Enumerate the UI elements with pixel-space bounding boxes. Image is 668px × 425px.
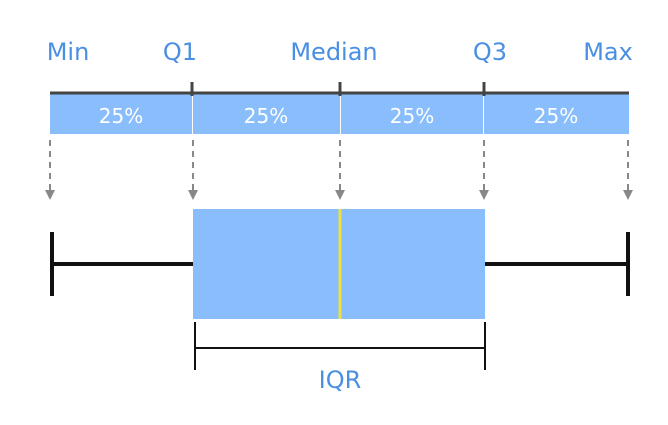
iqr-label: IQR [318, 366, 362, 394]
label-max: Max [583, 38, 633, 66]
segment-2 [193, 94, 340, 134]
segment-4 [484, 94, 629, 134]
label-min: Min [46, 38, 90, 66]
label-q1: Q1 [162, 38, 198, 66]
segment-4-label: 25% [533, 104, 579, 128]
label-q3: Q3 [472, 38, 508, 66]
label-median: Median [290, 38, 378, 66]
segment-3-label: 25% [389, 104, 435, 128]
segment-1 [50, 94, 192, 134]
segment-3 [341, 94, 483, 134]
segment-2-label: 25% [243, 104, 289, 128]
segment-1-label: 25% [98, 104, 144, 128]
